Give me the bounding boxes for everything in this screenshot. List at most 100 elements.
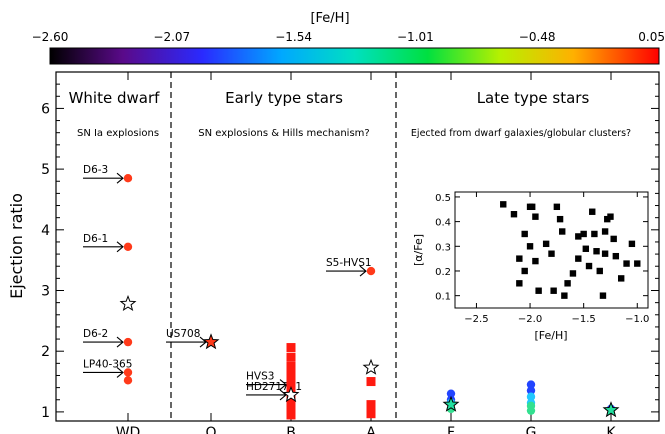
annotation-label: D6-3 bbox=[83, 164, 108, 176]
inset-data-point bbox=[604, 215, 611, 223]
inset-data-point bbox=[529, 203, 536, 211]
x-tick-label: A bbox=[366, 425, 376, 434]
inset-data-point bbox=[593, 248, 600, 255]
inset-y-tick-label: 0.2 bbox=[435, 267, 451, 278]
section-title-white-dwarf: White dwarf bbox=[69, 89, 161, 107]
section-subtitle-late-type: Ejected from dwarf galaxies/globular clu… bbox=[411, 128, 631, 139]
inset-data-point bbox=[526, 243, 534, 250]
y-tick-label: 5 bbox=[41, 162, 50, 178]
annotation-label: HVS3 bbox=[246, 371, 274, 383]
inset-x-tick-label: −1.0 bbox=[625, 314, 649, 325]
section-dividers bbox=[170, 72, 397, 421]
data-point-star bbox=[119, 294, 137, 312]
inset-data-point bbox=[610, 235, 617, 243]
data-point-circle bbox=[526, 380, 536, 389]
inset-data-point bbox=[521, 230, 528, 238]
plot-frame bbox=[55, 71, 660, 422]
inset-data-point bbox=[601, 228, 609, 235]
inset-data-point bbox=[591, 230, 598, 238]
annotation-label: S5-HVS1 bbox=[326, 257, 372, 269]
annotation-arrowhead bbox=[116, 241, 124, 253]
data-point-circle bbox=[446, 389, 456, 398]
data-point-square bbox=[286, 377, 296, 387]
x-tick-label: O bbox=[205, 425, 216, 434]
data-point-circle bbox=[123, 368, 133, 377]
colorbar bbox=[49, 47, 660, 65]
y-tick-label: 1 bbox=[41, 405, 50, 421]
data-point-star-filled bbox=[442, 395, 460, 412]
inset-data-point bbox=[510, 211, 518, 218]
inset-data-point bbox=[553, 203, 561, 211]
inset-data-point bbox=[500, 201, 507, 208]
data-point-circle bbox=[123, 242, 133, 252]
inset-data-point bbox=[532, 213, 539, 220]
inset-data-point bbox=[589, 208, 596, 215]
y-tick-label: 3 bbox=[41, 284, 50, 300]
inset-x-tick-label: −2.0 bbox=[518, 314, 542, 325]
y-axis-label: Ejection ratio bbox=[7, 193, 26, 299]
data-point-circle bbox=[123, 174, 133, 183]
colorbar-tick-label: −1.54 bbox=[275, 30, 312, 44]
inset-y-tick-label: 0.5 bbox=[435, 193, 451, 204]
inset-data-point bbox=[575, 255, 582, 262]
y-tick-label: 4 bbox=[41, 223, 50, 239]
inset-data-point bbox=[612, 252, 620, 260]
data-point-square bbox=[286, 402, 296, 412]
y-tick-label: 2 bbox=[41, 344, 50, 360]
x-tick-label: WD bbox=[116, 425, 141, 434]
data-point-square bbox=[286, 410, 296, 420]
inset-data-point bbox=[542, 240, 550, 248]
star-annotations: D6-3D6-1D6-2LP40-365US708HVS3HD271791S5-… bbox=[83, 164, 372, 401]
inset-x-tick-label: −1.5 bbox=[572, 314, 596, 325]
y-tick-label: 6 bbox=[41, 101, 50, 117]
inset-y-tick-label: 0.1 bbox=[435, 292, 451, 303]
data-point-star bbox=[362, 358, 380, 375]
inset-data-point bbox=[607, 213, 614, 220]
data-point-circle bbox=[123, 337, 133, 347]
inset-data-point bbox=[575, 233, 582, 240]
data-point-star bbox=[282, 386, 300, 403]
annotation-arrowhead bbox=[279, 379, 287, 391]
data-point-square bbox=[366, 409, 376, 419]
data-point-circle bbox=[123, 376, 133, 385]
annotation-arrowhead bbox=[116, 367, 124, 378]
inset-data-point bbox=[599, 292, 607, 299]
x-tick-label: F bbox=[447, 425, 455, 434]
x-tick-label: K bbox=[606, 425, 616, 434]
inset-data-point bbox=[617, 275, 625, 282]
inset-y-tick-label: 0.3 bbox=[435, 242, 451, 253]
inset-data-point bbox=[559, 228, 566, 235]
data-point-circle bbox=[526, 392, 536, 401]
inset-data-point bbox=[569, 270, 577, 277]
colorbar-tick-label: −2.60 bbox=[32, 30, 69, 44]
inset-y-tick-label: 0.4 bbox=[435, 218, 451, 229]
inset-data-point bbox=[601, 250, 609, 257]
data-point-square bbox=[286, 369, 296, 379]
section-title-late-type: Late type stars bbox=[477, 89, 590, 107]
inset-data-point bbox=[556, 215, 564, 223]
data-point-circle bbox=[526, 386, 536, 395]
colorbar-tick-label: −2.07 bbox=[153, 30, 190, 44]
inset-data-point bbox=[516, 255, 523, 262]
inset-data-point bbox=[550, 287, 557, 294]
inset-x-label: [Fe/H] bbox=[534, 329, 567, 342]
inset-data-point bbox=[535, 287, 542, 294]
data-point-circle bbox=[526, 406, 536, 415]
data-point-square bbox=[286, 361, 296, 371]
inset-data-point bbox=[548, 250, 555, 257]
inset-data-point bbox=[628, 240, 636, 248]
x-tick-label: B bbox=[286, 425, 296, 434]
annotation-label: LP40-365 bbox=[83, 358, 132, 370]
colorbar-tick-label: −1.01 bbox=[397, 30, 434, 44]
data-point-square bbox=[286, 343, 296, 353]
inset-alpha-fe-plot: −2.5 −2.0 −1.5 −1.0 0.1 0.2 0.3 0.4 0.5 bbox=[435, 192, 649, 325]
inset-data-point bbox=[564, 280, 571, 287]
data-point-square bbox=[286, 352, 296, 362]
inset-data-point bbox=[521, 267, 528, 275]
colorbar-label: [Fe/H] bbox=[310, 11, 349, 26]
inset-data-point bbox=[516, 280, 523, 287]
annotation-arrowhead bbox=[359, 265, 367, 277]
inset-data-point bbox=[634, 260, 641, 267]
data-point-star-filled bbox=[602, 401, 620, 418]
inset-data-point bbox=[532, 257, 539, 265]
